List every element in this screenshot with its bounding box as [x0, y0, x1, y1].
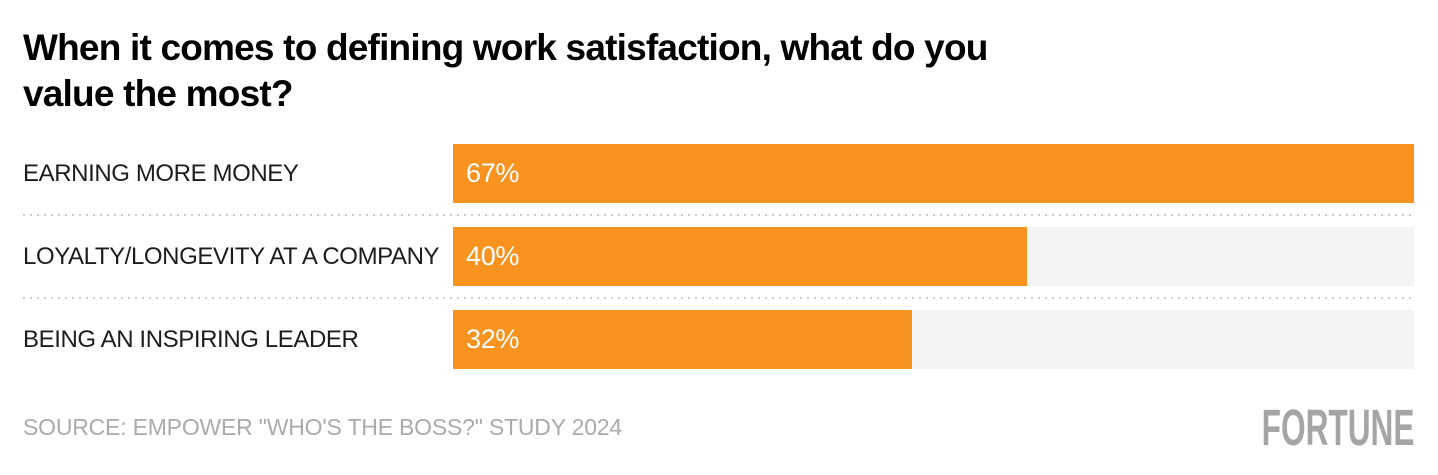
chart-title-line-2: value the most?: [23, 73, 293, 114]
bar-row: EARNING MORE MONEY 67%: [23, 144, 1414, 203]
value-label: 40%: [466, 241, 520, 271]
category-label: LOYALTY/LONGEVITY AT A COMPANY: [23, 242, 440, 270]
category-label: BEING AN INSPIRING LEADER: [23, 325, 359, 353]
bar-fill: 67%: [453, 144, 1414, 203]
chart-footer: SOURCE: EMPOWER "WHO'S THE BOSS?" STUDY …: [23, 399, 1414, 456]
dotted-separator: [23, 214, 1414, 216]
value-label: 32%: [466, 324, 520, 354]
bar-chart: EARNING MORE MONEY 67% LOYALTY/LONGEVITY…: [23, 144, 1414, 369]
chart-title-line-1: When it comes to defining work satisfact…: [23, 27, 988, 68]
bar-track: 67%: [453, 144, 1414, 203]
category-label: EARNING MORE MONEY: [23, 159, 299, 187]
bar-track: 32%: [453, 310, 1414, 369]
dotted-separator: [23, 297, 1414, 299]
bar-row: LOYALTY/LONGEVITY AT A COMPANY 40%: [23, 227, 1414, 286]
fortune-logo: FORTUNE: [1261, 398, 1414, 456]
source-note: SOURCE: EMPOWER "WHO'S THE BOSS?" STUDY …: [23, 413, 622, 440]
chart-title: When it comes to defining work satisfact…: [23, 25, 1414, 117]
bar-fill: 40%: [453, 227, 1027, 286]
bar-fill: 32%: [453, 310, 912, 369]
bar-row: BEING AN INSPIRING LEADER 32%: [23, 310, 1414, 369]
value-label: 67%: [466, 158, 520, 188]
bar-track: 40%: [453, 227, 1414, 286]
